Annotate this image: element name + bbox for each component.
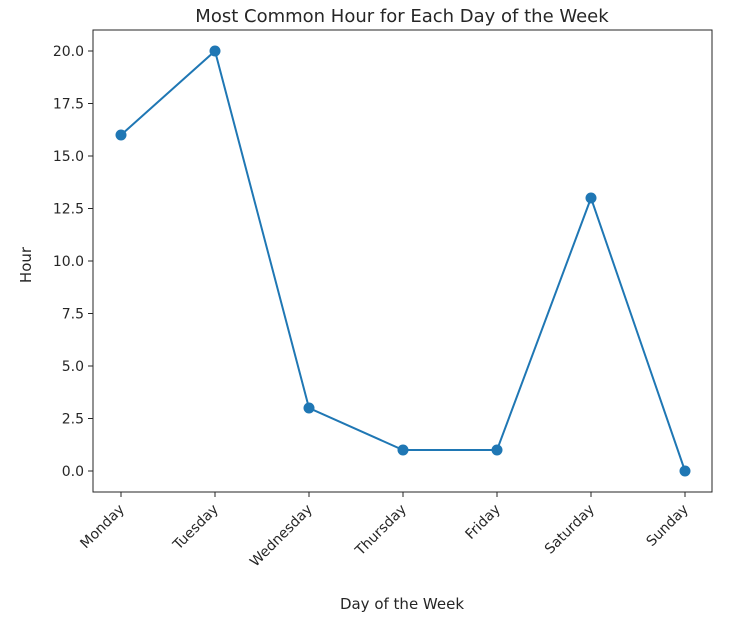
y-tick-label: 5.0 [62, 359, 84, 375]
data-point [491, 444, 503, 456]
y-tick-label: 20.0 [53, 44, 84, 60]
y-tick-label: 7.5 [62, 307, 84, 323]
data-point [209, 45, 221, 57]
x-tick-label: Sunday [643, 502, 691, 550]
y-axis-title: Hour [17, 246, 35, 283]
data-point [585, 192, 597, 204]
data-point [679, 465, 691, 477]
x-tick-label: Tuesday [170, 502, 222, 554]
data-point [397, 444, 409, 456]
x-axis: Monday Tuesday Wednesday Thursday Friday Satu… [77, 492, 692, 571]
chart-title: Most Common Hour for Each Day of the Wee… [195, 6, 609, 27]
series-group [115, 45, 691, 477]
x-tick-label: Friday [463, 502, 504, 543]
x-axis-title: Day of the Week [340, 595, 464, 613]
x-tick-label: Saturday [542, 502, 598, 558]
y-tick-label: 0.0 [62, 464, 84, 480]
y-axis: 0.0 2.5 5.0 7.5 10.0 12.5 15.0 17.5 20.0 [53, 44, 93, 480]
y-tick-label: 2.5 [62, 412, 84, 428]
data-point [303, 402, 315, 414]
y-tick-label: 15.0 [53, 149, 84, 165]
x-tick-label: Thursday [352, 502, 410, 560]
y-tick-label: 12.5 [53, 202, 84, 218]
x-tick-label: Wednesday [247, 502, 316, 571]
y-tick-label: 17.5 [53, 97, 84, 113]
plot-area [92, 29, 713, 493]
y-tick-label: 10.0 [53, 254, 84, 270]
data-point [115, 129, 127, 141]
x-tick-label: Monday [77, 502, 127, 552]
